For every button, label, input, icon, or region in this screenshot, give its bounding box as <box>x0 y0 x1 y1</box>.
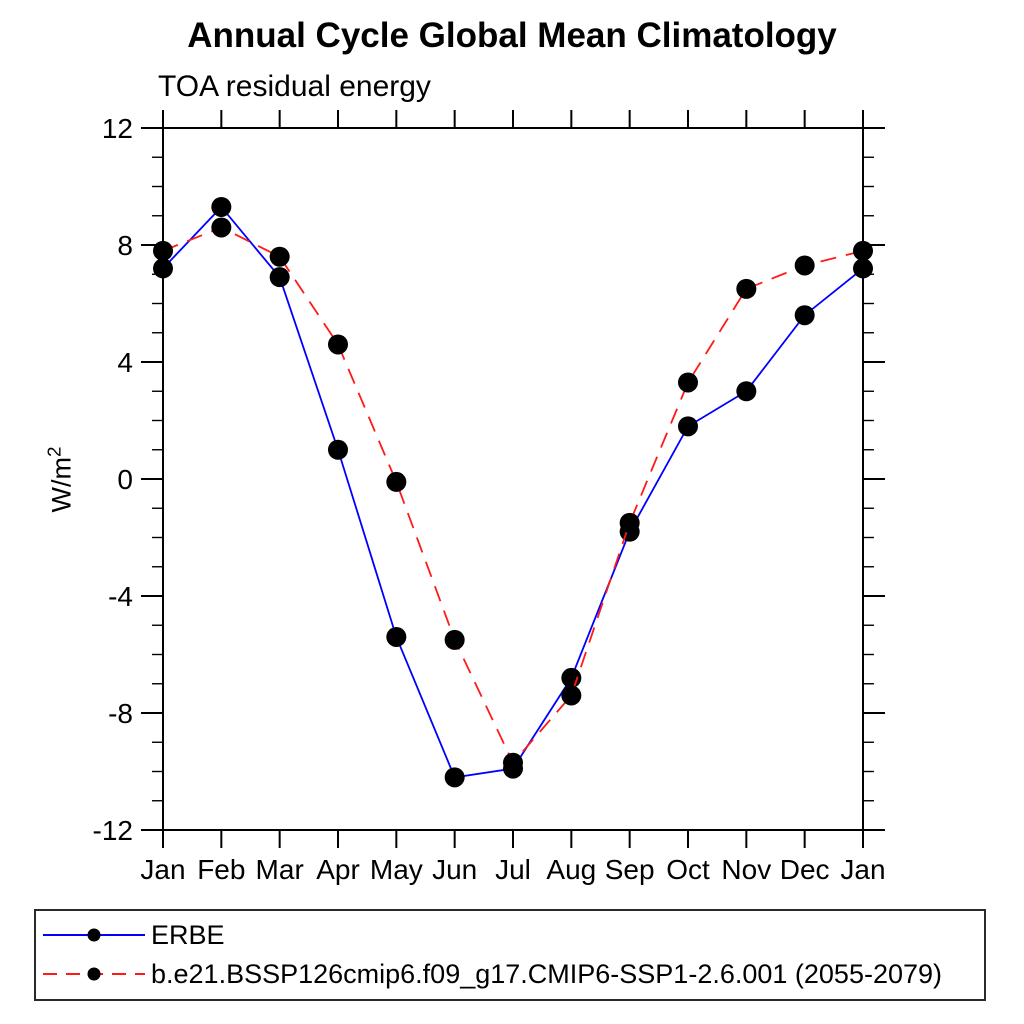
data-point-erbe <box>853 258 873 279</box>
data-point-model <box>328 334 348 355</box>
y-axis-tick-label: 0 <box>117 464 133 495</box>
x-axis-month-label: Mar <box>256 854 304 885</box>
data-point-model <box>678 372 698 393</box>
series-line-erbe <box>162 205 864 779</box>
y-axis-tick-label: 4 <box>117 347 133 378</box>
y-axis-tick-label: 8 <box>117 230 133 261</box>
data-point-model <box>211 217 232 238</box>
data-point-model <box>386 471 407 492</box>
x-axis-month-label: May <box>370 854 423 885</box>
chart-subtitle: TOA residual energy <box>158 70 431 103</box>
legend-entry-model: b.e21.BSSP126cmip6.f09_g17.CMIP6-SSP1-2.… <box>41 959 942 989</box>
data-point-model <box>444 629 465 650</box>
y-axis-tick-label: 12 <box>102 113 133 144</box>
data-point-model <box>853 240 873 261</box>
x-axis-month-label: Aug <box>546 854 596 885</box>
x-axis-month-label: Jan <box>140 854 185 885</box>
legend-marker-dot <box>87 967 101 981</box>
x-axis-month-label: Oct <box>666 854 710 885</box>
data-point-erbe <box>269 267 290 288</box>
data-point-model <box>619 512 640 533</box>
legend-label-erbe: ERBE <box>151 919 225 950</box>
legend-line-swatch-erbe <box>43 928 145 942</box>
x-axis-month-label: Jul <box>495 854 531 885</box>
x-axis-month-label: Dec <box>780 854 830 885</box>
x-axis-month-label: Sep <box>605 854 655 885</box>
data-point-erbe <box>736 381 757 402</box>
legend-marker-dot <box>87 928 101 942</box>
data-point-model <box>153 240 173 261</box>
x-axis-month-label: Nov <box>721 854 771 885</box>
data-point-erbe <box>678 416 698 437</box>
data-point-model <box>503 752 523 773</box>
plot-frame <box>162 127 864 831</box>
data-point-erbe <box>444 767 465 788</box>
x-axis-month-label: Jan <box>840 854 885 885</box>
data-point-model <box>269 246 290 267</box>
x-axis-month-label: Jun <box>432 854 477 885</box>
legend-line-swatch-model <box>43 967 145 981</box>
legend-entry-erbe: ERBE <box>41 920 225 950</box>
data-point-erbe <box>386 626 407 647</box>
x-axis-month-label: Feb <box>197 854 245 885</box>
data-point-erbe <box>153 258 173 279</box>
data-point-model <box>736 278 757 299</box>
data-point-erbe <box>561 667 582 688</box>
x-axis-month-label: Apr <box>316 854 360 885</box>
legend-box: ERBE b.e21.BSSP126cmip6.f09_g17.CMIP6-SS… <box>34 909 986 1001</box>
data-point-erbe <box>794 305 815 326</box>
data-point-erbe <box>328 439 348 460</box>
y-axis-tick-label: -8 <box>108 698 133 729</box>
legend-label-model: b.e21.BSSP126cmip6.f09_g17.CMIP6-SSP1-2.… <box>151 958 943 989</box>
chart-title: Annual Cycle Global Mean Climatology <box>187 16 837 55</box>
y-axis-tick-label: -4 <box>108 581 133 612</box>
data-point-model <box>561 685 582 706</box>
y-axis-tick-label: -12 <box>93 815 133 846</box>
series-line-model <box>162 226 864 765</box>
data-point-model <box>794 255 815 276</box>
data-point-erbe <box>211 196 232 217</box>
